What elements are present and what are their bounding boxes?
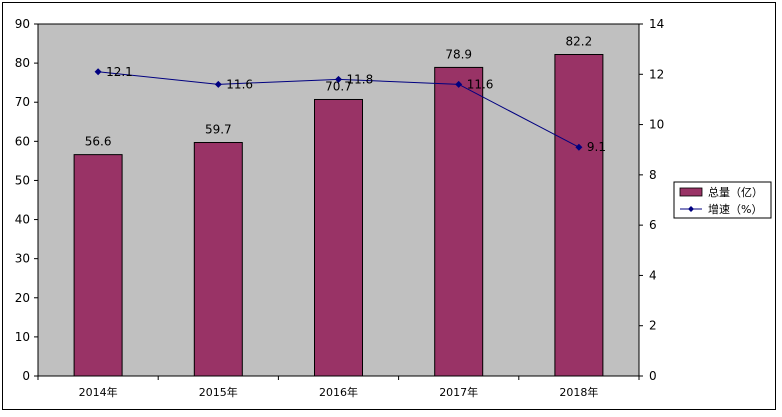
left-tick-label: 20 <box>15 291 30 305</box>
legend-bar-label: 总量（亿） <box>708 185 763 199</box>
bar <box>434 66 484 377</box>
bar-data-label: 59.7 <box>205 123 232 137</box>
growth-point <box>94 68 102 76</box>
bar <box>554 54 604 377</box>
left-tick-label: 10 <box>15 330 30 344</box>
x-tick-label: 2015年 <box>199 385 238 399</box>
growth-data-label: 12.1 <box>106 65 133 79</box>
bar-data-label: 56.6 <box>85 135 112 149</box>
right-axis: 0 2 4 6 8 10 12 14 <box>638 17 664 383</box>
legend-line-marker <box>688 206 694 212</box>
right-tick-label: 10 <box>649 118 664 132</box>
growth-point <box>455 80 463 88</box>
bar <box>193 142 243 377</box>
legend: 总量（亿） 增速（%） <box>673 181 772 219</box>
bar <box>73 154 123 377</box>
growth-data-label: 9.1 <box>587 140 606 154</box>
left-tick-label: 70 <box>15 95 30 109</box>
right-tick-label: 4 <box>649 268 657 282</box>
right-tick-label: 14 <box>649 17 664 31</box>
bar-data-label: 70.7 <box>325 79 352 93</box>
left-tick-label: 80 <box>15 56 30 70</box>
left-tick-label: 30 <box>15 252 30 266</box>
left-tick-label: 50 <box>15 173 30 187</box>
x-tick-label: 2016年 <box>319 385 358 399</box>
right-tick-label: 12 <box>649 67 664 81</box>
right-tick-label: 6 <box>649 218 657 232</box>
right-tick-label: 2 <box>649 319 657 333</box>
right-tick-label: 0 <box>649 369 657 383</box>
left-tick-label: 0 <box>22 369 30 383</box>
growth-point <box>214 80 222 88</box>
left-tick-label: 60 <box>15 134 30 148</box>
left-tick-label: 90 <box>15 17 30 31</box>
legend-bar-swatch <box>679 187 703 197</box>
bar-data-label: 78.9 <box>445 47 472 61</box>
growth-data-label: 11.8 <box>347 72 374 86</box>
bar-data-label: 82.2 <box>566 35 593 49</box>
x-tick-label: 2014年 <box>79 385 118 399</box>
bar <box>314 98 363 377</box>
bar-group: 56.6 59.7 70.7 78.9 82.2 <box>73 35 604 377</box>
left-axis: 0 10 20 30 40 50 60 70 80 90 <box>15 17 39 383</box>
legend-line-label: 增速（%） <box>708 202 762 216</box>
growth-point <box>575 143 583 151</box>
left-tick-label: 40 <box>15 213 30 227</box>
growth-point <box>335 75 342 83</box>
growth-data-label: 11.6 <box>467 77 494 91</box>
x-tick-label: 2018年 <box>559 385 598 399</box>
x-axis: 2014年 2015年 2016年 2017年 2018年 <box>37 375 640 399</box>
right-tick-label: 8 <box>649 168 657 182</box>
x-tick-label: 2017年 <box>439 385 478 399</box>
growth-data-label: 11.6 <box>226 77 253 91</box>
growth-line-group: 12.1 11.6 11.8 11.6 9.1 <box>94 65 606 154</box>
